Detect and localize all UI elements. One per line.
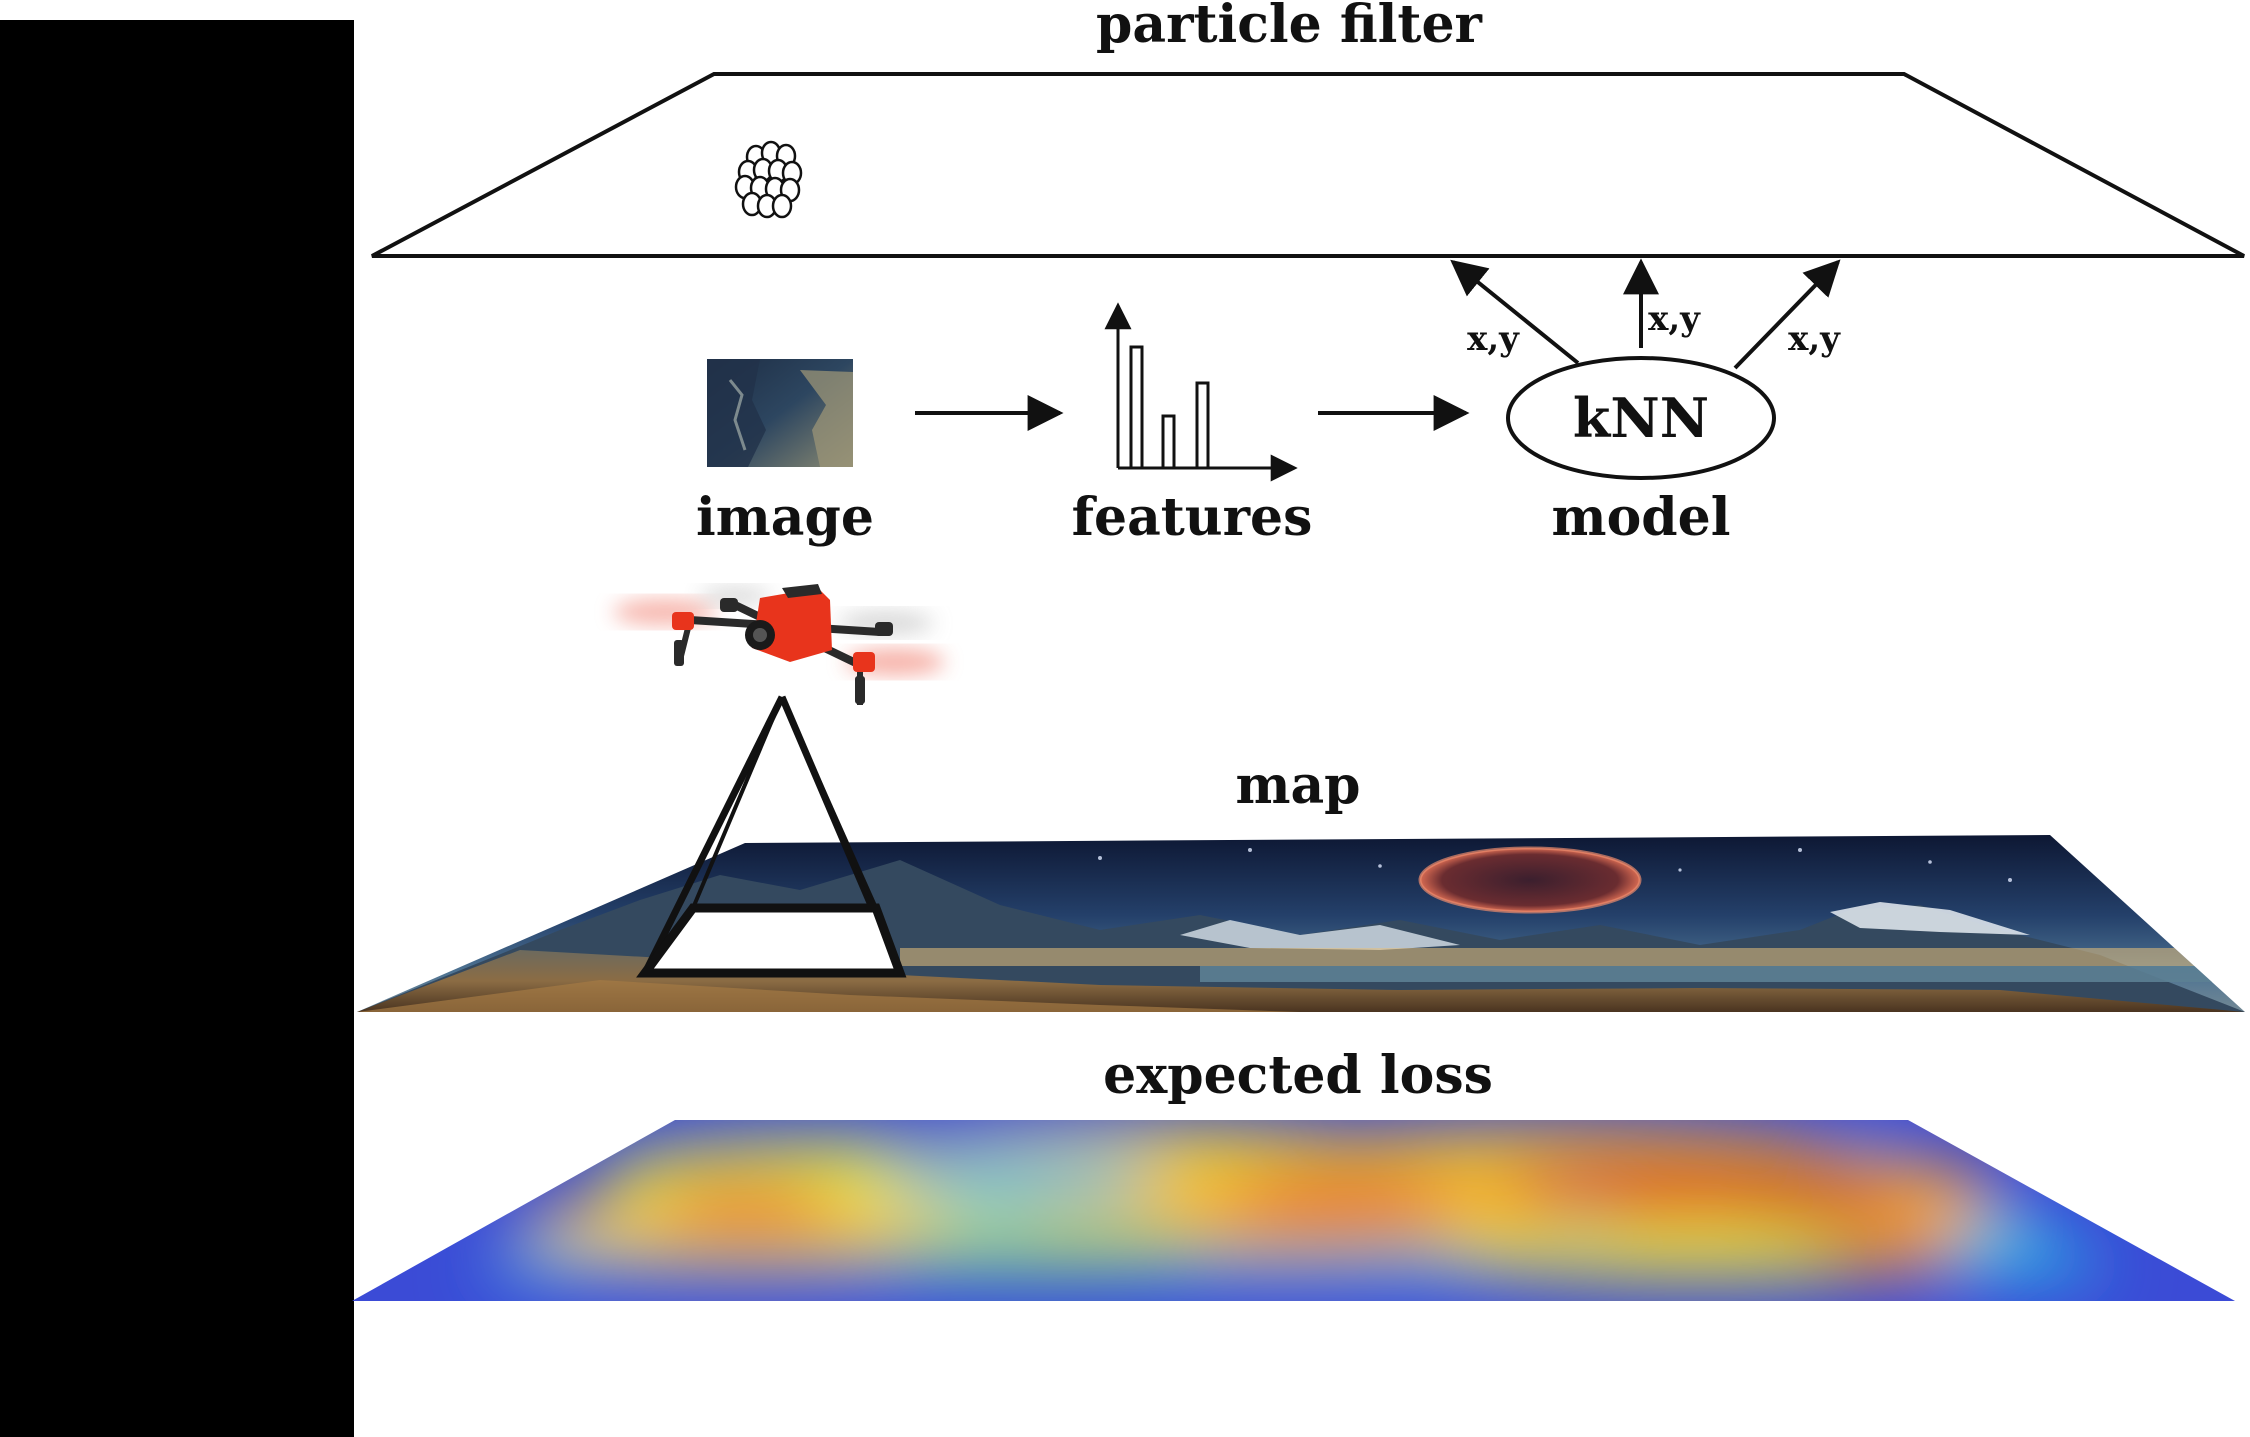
features-label: features <box>1072 487 1313 548</box>
image-label: image <box>696 487 874 548</box>
xy-label-left: x,y <box>1467 319 1520 359</box>
features-histogram-icon <box>1104 302 1298 482</box>
xy-label-center: x,y <box>1648 299 1701 339</box>
expected-loss-layer: expected loss <box>352 1045 2235 1301</box>
particle-filter-plane <box>371 72 2245 258</box>
quadcopter-drone-icon <box>613 584 945 705</box>
expected-loss-title: expected loss <box>1103 1045 1493 1106</box>
left-black-bar <box>0 20 354 1437</box>
map-plane <box>357 835 2245 1012</box>
knn-model-node <box>1506 356 1776 480</box>
map-layer: map <box>357 695 2245 1012</box>
particle-cluster-icon <box>734 140 803 219</box>
xy-arrow-left <box>1450 259 1580 365</box>
pipeline: image features kNN model x,y x,y x,y <box>696 258 1841 548</box>
knn-label: kNN <box>1573 386 1709 450</box>
xy-label-right: x,y <box>1788 319 1841 359</box>
map-title: map <box>1235 755 1360 816</box>
model-label: model <box>1552 487 1731 548</box>
image-thumbnail <box>707 359 853 467</box>
expected-loss-heatmap <box>352 1120 2235 1301</box>
particle-filter-title: particle filter <box>1096 0 1482 55</box>
particle-filter-layer: particle filter <box>371 0 2245 258</box>
xy-arrow-right <box>1733 259 1841 370</box>
camera-frustum-icon <box>636 695 907 978</box>
